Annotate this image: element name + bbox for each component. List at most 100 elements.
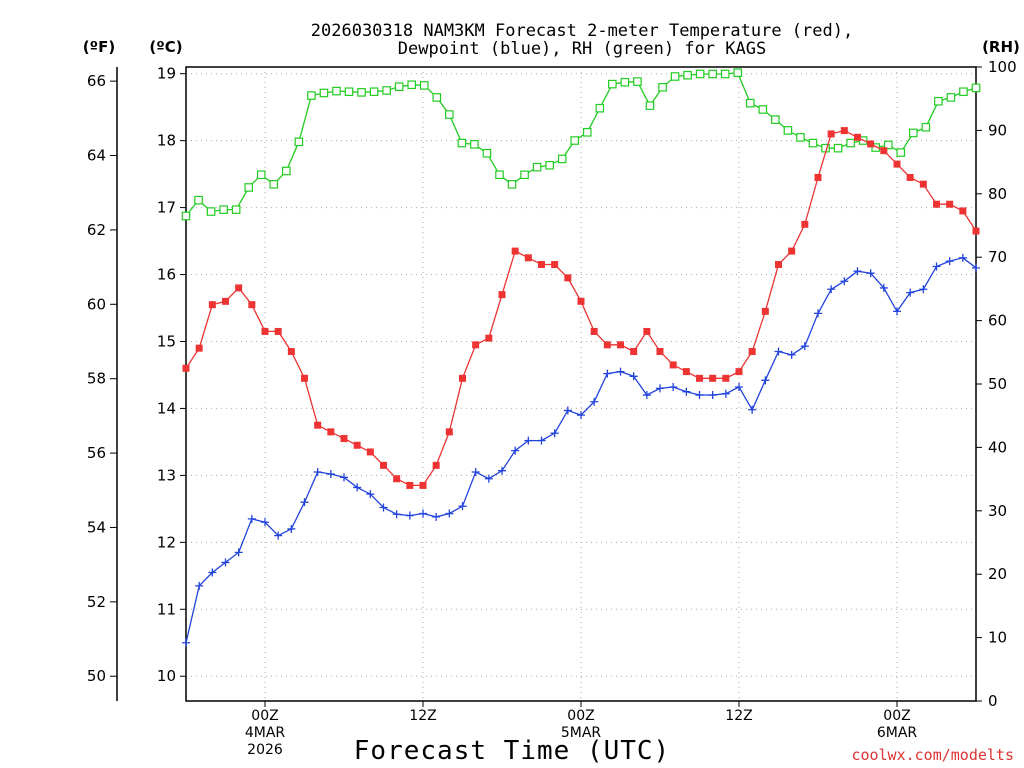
temperature-point — [472, 341, 480, 349]
rh-point — [181, 211, 191, 221]
rh-point — [570, 136, 580, 145]
rh-point — [231, 205, 241, 214]
fahrenheit-tick-label: 56 — [87, 444, 106, 462]
rh-point — [909, 128, 918, 138]
rh-point — [557, 154, 567, 164]
dewpoint-point — [708, 391, 717, 400]
temperature-point — [669, 361, 677, 369]
temperature-point — [656, 348, 664, 356]
rh-tick-label: 90 — [988, 121, 1007, 139]
temperature-point — [722, 374, 730, 382]
dewpoint-point — [906, 288, 915, 297]
rh-point — [595, 103, 605, 113]
rh-point — [419, 81, 429, 90]
temperature-point — [564, 274, 572, 282]
x-tick-label: 12Z — [725, 708, 752, 724]
rh-point — [833, 143, 843, 153]
rh-point — [495, 170, 504, 180]
temperature-point — [788, 247, 796, 255]
temperature-point — [959, 207, 967, 215]
temperature-point — [840, 127, 848, 135]
temperature-point — [854, 133, 861, 141]
x-tick-label: 00Z — [883, 708, 910, 724]
rh-point — [871, 143, 880, 152]
temperature-point — [880, 147, 888, 155]
dewpoint-point — [353, 483, 362, 492]
rh-point — [708, 69, 717, 79]
rh-point — [307, 91, 316, 100]
rh-point — [921, 122, 931, 132]
temperature-point — [261, 327, 269, 335]
rh-point — [683, 70, 692, 80]
rh-point — [658, 82, 667, 92]
temperature-point — [222, 297, 229, 305]
fahrenheit-tick-label: 64 — [87, 147, 106, 165]
dewpoint-point — [932, 262, 941, 271]
dewpoint-point — [208, 568, 217, 577]
rh-point — [670, 72, 680, 81]
celsius-unit-label: (ºC) — [149, 38, 182, 56]
rh-point — [244, 183, 253, 192]
rh-point — [432, 93, 442, 102]
temperature-point — [761, 307, 769, 315]
rh-point — [620, 77, 630, 87]
rh-point — [758, 105, 768, 114]
temperature-point — [380, 461, 387, 469]
rh-point — [332, 86, 341, 96]
dewpoint-line — [185, 257, 977, 643]
dewpoint-point — [972, 263, 980, 272]
rh-point — [733, 68, 743, 78]
dewpoint-point — [629, 372, 638, 381]
temperature-point — [314, 421, 322, 429]
rh-point — [896, 148, 906, 157]
rh-point — [319, 88, 329, 98]
dewpoint-point — [603, 369, 612, 378]
dewpoint-point — [234, 548, 243, 557]
rh-point — [808, 138, 818, 148]
x-tick-label: 2026 — [247, 742, 283, 758]
rh-point — [582, 128, 592, 137]
dewpoint-point — [537, 436, 546, 445]
rh-point — [445, 110, 454, 119]
dewpoint-point — [511, 446, 520, 455]
temperature-point — [946, 200, 954, 208]
rh-tick-label: 10 — [988, 629, 1007, 647]
dewpoint-point — [853, 267, 862, 276]
temperature-point — [340, 435, 348, 443]
temperature-point — [906, 173, 914, 181]
temperature-point — [327, 428, 335, 436]
dewpoint-point — [405, 511, 414, 520]
dewpoint-point — [287, 524, 296, 533]
fahrenheit-tick-label: 62 — [87, 221, 106, 239]
temperature-point — [630, 348, 638, 356]
temperature-point — [696, 374, 703, 382]
fahrenheit-tick-label: 50 — [87, 667, 106, 685]
rh-point — [357, 88, 366, 97]
dewpoint-point — [313, 468, 322, 477]
fahrenheit-unit-label: (ºF) — [83, 38, 115, 56]
rh-point — [959, 87, 968, 97]
rh-tick-label: 20 — [988, 565, 1007, 583]
rh-tick-label: 80 — [988, 185, 1007, 203]
dewpoint-point — [366, 490, 375, 499]
dewpoint-point — [524, 436, 533, 445]
temperature-point — [814, 173, 822, 181]
dewpoint-point — [498, 466, 506, 475]
dewpoint-point — [300, 498, 309, 507]
celsius-tick-label: 18 — [157, 132, 176, 150]
temperature-point — [972, 227, 980, 235]
dewpoint-point — [458, 502, 467, 511]
fahrenheit-tick-label: 58 — [87, 370, 106, 388]
dewpoint-point — [761, 376, 770, 385]
dewpoint-point — [682, 387, 691, 396]
fahrenheit-tick-label: 52 — [87, 593, 106, 611]
rh-point — [520, 170, 529, 180]
x-tick-label: 12Z — [409, 708, 436, 724]
dewpoint-point — [919, 285, 928, 294]
rh-point — [745, 98, 755, 108]
x-tick-label: 6MAR — [877, 725, 918, 741]
celsius-tick-label: 17 — [157, 199, 176, 217]
temperature-point — [617, 341, 624, 349]
rh-point — [507, 179, 517, 189]
dewpoint-point — [748, 405, 757, 414]
